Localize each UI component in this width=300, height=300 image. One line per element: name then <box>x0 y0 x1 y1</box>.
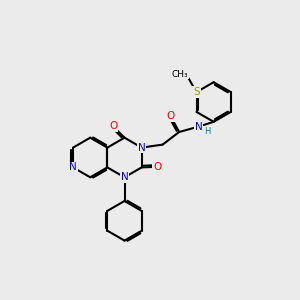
Text: O: O <box>109 121 117 131</box>
Text: N: N <box>195 122 203 132</box>
Text: O: O <box>153 162 161 172</box>
Text: O: O <box>167 111 175 122</box>
Text: H: H <box>204 127 210 136</box>
Text: S: S <box>193 87 200 97</box>
Text: CH₃: CH₃ <box>172 70 188 79</box>
Text: N: N <box>138 142 146 153</box>
Text: N: N <box>69 162 77 172</box>
Text: N: N <box>121 172 128 182</box>
